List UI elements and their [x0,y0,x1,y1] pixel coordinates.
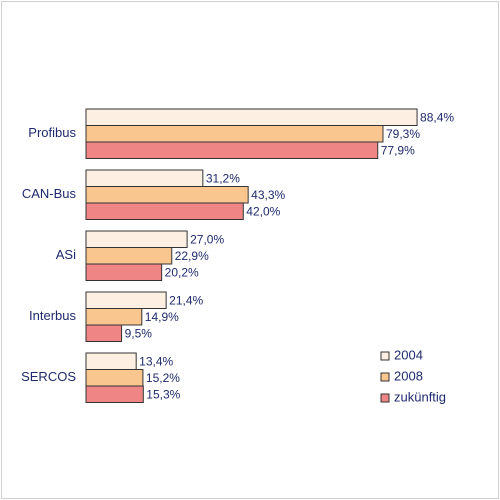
bar [85,247,173,265]
bar [85,141,379,159]
bar [85,385,144,403]
bar [85,263,163,281]
value-label: 22,9% [175,249,209,263]
category-label: Profibus [28,125,76,140]
value-label: 31,2% [206,171,240,185]
bar [85,369,144,387]
legend-swatch [380,351,390,361]
value-label: 20,2% [165,265,199,279]
bar [85,352,137,370]
value-label: 15,2% [146,371,180,385]
category-label: SERCOS [21,369,76,384]
legend-label: 2008 [394,368,423,383]
value-label: 21,4% [169,293,203,307]
legend-swatch [380,372,390,382]
bar [85,291,167,309]
value-label: 14,9% [145,310,179,324]
bar [85,308,143,326]
value-label: 42,0% [246,204,280,218]
bar [85,186,249,204]
value-label: 13,4% [139,354,173,368]
value-label: 27,0% [190,232,224,246]
bar [85,230,188,248]
bar [85,108,418,126]
value-label: 43,3% [251,188,285,202]
bar [85,324,123,342]
legend-label: zukünftig [394,389,446,404]
bar [85,169,204,187]
value-label: 79,3% [386,127,420,141]
value-label: 15,3% [146,387,180,401]
bar [85,202,244,220]
category-label: ASi [56,247,76,262]
value-label: 9,5% [125,326,153,340]
legend-swatch [380,393,390,403]
value-label: 77,9% [381,143,415,157]
bar [85,125,384,143]
category-label: Interbus [29,308,76,323]
category-label: CAN-Bus [22,186,77,201]
legend-label: 2004 [394,347,423,362]
value-label: 88,4% [420,110,454,124]
